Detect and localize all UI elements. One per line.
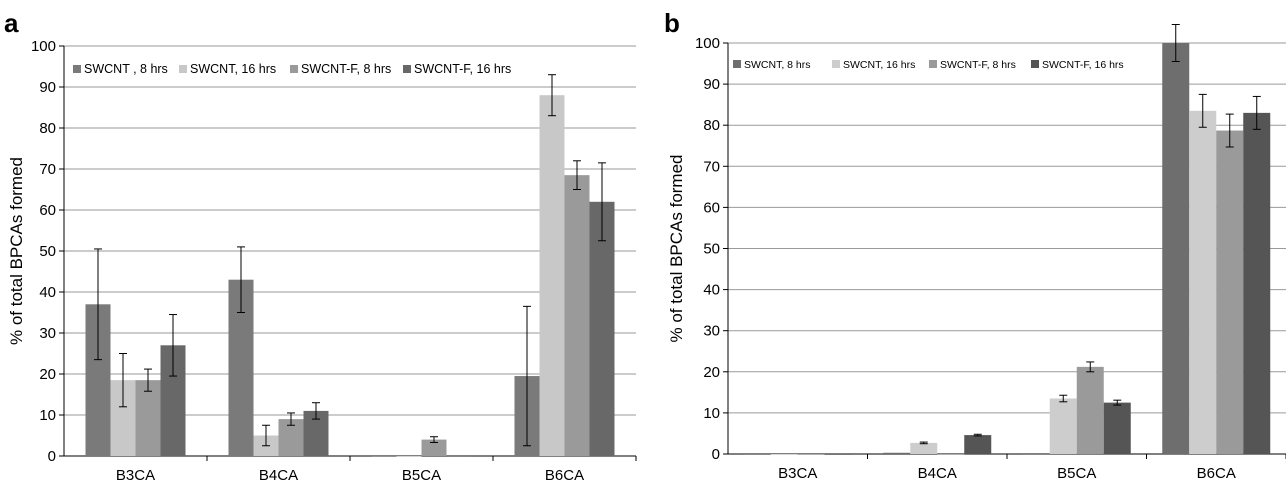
- x-tick-label: B5CA: [402, 467, 441, 484]
- y-tick-label: 30: [703, 323, 720, 340]
- bar: [910, 442, 938, 454]
- x-tick-label: B4CA: [259, 467, 298, 484]
- y-tick-label: 30: [39, 325, 56, 342]
- legend-label: SWCNT, 16 hrs: [843, 59, 915, 71]
- x-tick-label: B6CA: [545, 467, 584, 484]
- y-tick-label: 70: [703, 158, 720, 175]
- bar: [883, 452, 911, 454]
- legend-label: SWCNT-F, 8 hrs: [940, 59, 1016, 71]
- panel-letter-b: b: [664, 8, 680, 38]
- y-tick-label: 80: [39, 120, 56, 137]
- y-tick-label: 60: [703, 199, 720, 216]
- y-tick-label: 10: [703, 405, 720, 422]
- y-tick-label: 0: [712, 446, 720, 463]
- y-tick-label: 40: [703, 282, 720, 299]
- y-tick-label: 90: [39, 79, 56, 96]
- y-tick-label: 10: [39, 407, 56, 424]
- bar: [964, 435, 992, 454]
- bar: [824, 454, 852, 455]
- legend-swatch: [403, 65, 411, 73]
- legend-swatch: [832, 60, 840, 68]
- legend-label: SWCNT , 8 hrs: [84, 62, 168, 76]
- bar: [1076, 366, 1104, 454]
- x-tick-label: B5CA: [1057, 465, 1096, 482]
- legend-swatch: [290, 65, 298, 73]
- legend-label: SWCNT, 16 hrs: [190, 62, 276, 76]
- bar: [797, 454, 825, 455]
- bar: [396, 456, 422, 457]
- legend-label: SWCNT-F, 16 hrs: [414, 62, 511, 76]
- bar: [135, 380, 161, 456]
- y-tick-label: 50: [39, 243, 56, 260]
- chart-panel-a: a 0 10 20 30 40 50 60 70 80 90 100 % of total BPCAs…: [0, 0, 640, 485]
- panel-letter-a: a: [4, 8, 19, 38]
- bar: [421, 439, 447, 456]
- bar: [1189, 110, 1217, 454]
- y-tick-label: 90: [703, 76, 720, 93]
- y-tick-label: 60: [39, 202, 56, 219]
- y-tick-label: 20: [703, 364, 720, 381]
- x-tick-label: B3CA: [778, 465, 817, 482]
- bar: [539, 95, 565, 456]
- y-tick-label: 70: [39, 161, 56, 178]
- bar: [564, 175, 590, 456]
- legend-swatch: [929, 60, 937, 68]
- bar: [1243, 112, 1271, 455]
- x-tick-label: B6CA: [1197, 465, 1236, 482]
- y-axis-label: % of total BPCAs formed: [7, 157, 26, 345]
- bar: [1022, 454, 1050, 455]
- y-tick-label: 40: [39, 284, 56, 301]
- legend-label: SWCNT-F, 8 hrs: [301, 62, 391, 76]
- y-tick-label: 100: [695, 35, 720, 52]
- bar: [937, 454, 965, 455]
- bar-chart-a: 0 10 20 30 40 50 60 70 80 90 100 % of total BPCAs f…: [7, 38, 637, 484]
- bar: [1049, 398, 1077, 454]
- chart-panel-b: b 0 10 20 30 40 50 60 70 80 90 100 % of total BPCAs…: [660, 0, 1286, 485]
- y-axis-label: % of total BPCAs formed: [667, 154, 686, 342]
- legend-swatch: [73, 65, 81, 73]
- bar-chart-b: 0 10 20 30 40 50 60 70 80 90 100 % of total BPCAs f…: [667, 24, 1286, 482]
- y-tick-label: 100: [31, 38, 56, 55]
- legend-label: SWCNT, 8 hrs: [744, 59, 811, 71]
- x-tick-label: B3CA: [116, 467, 155, 484]
- bar: [770, 454, 798, 455]
- y-tick-label: 50: [703, 241, 720, 258]
- bar: [1216, 130, 1244, 454]
- legend-swatch: [733, 60, 741, 68]
- bar: [1162, 43, 1190, 454]
- bar: [743, 454, 771, 455]
- bar: [446, 456, 472, 457]
- y-tick-label: 80: [703, 117, 720, 134]
- y-tick-label: 0: [48, 448, 56, 465]
- legend-swatch: [1031, 60, 1039, 68]
- bar: [589, 201, 615, 456]
- x-tick-label: B4CA: [918, 465, 957, 482]
- y-tick-label: 20: [39, 366, 56, 383]
- bar: [371, 456, 397, 457]
- legend-swatch: [179, 65, 187, 73]
- bar: [1103, 402, 1131, 454]
- legend-label: SWCNT-F, 16 hrs: [1042, 59, 1124, 71]
